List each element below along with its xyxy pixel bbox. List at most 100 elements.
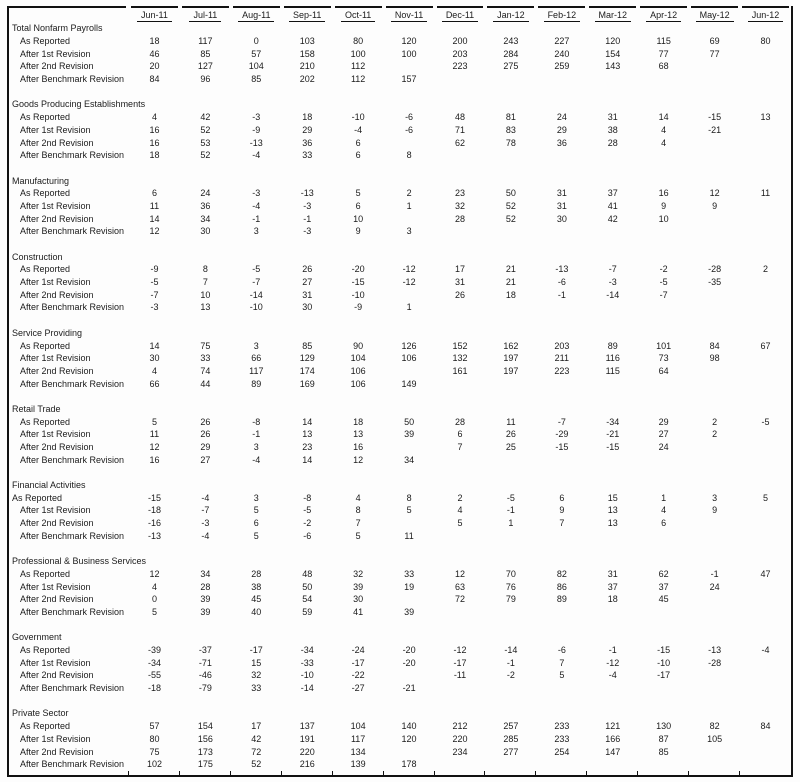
- data-cell: 62: [454, 137, 465, 148]
- data-cell: 23: [302, 442, 313, 453]
- data-cell: 161: [452, 365, 468, 376]
- data-cell: 4: [661, 137, 667, 148]
- data-cell: 106: [350, 378, 366, 389]
- month-header: Aug-11: [232, 6, 280, 22]
- data-cell: 12: [149, 568, 160, 579]
- data-cell: 115: [656, 36, 671, 47]
- data-cell: 5: [253, 530, 259, 541]
- data-cell: -11: [453, 670, 467, 681]
- data-cell: 50: [404, 416, 415, 427]
- data-cell: 100: [401, 48, 417, 59]
- data-cell: -4: [252, 454, 261, 465]
- data-cell: -17: [351, 657, 365, 668]
- bottom-ticks: [9, 771, 791, 775]
- data-cell: 30: [149, 353, 160, 364]
- row-label: After 1st Revision: [20, 277, 91, 288]
- data-cell: 24: [709, 581, 720, 592]
- data-cell: 26: [454, 289, 465, 300]
- section-gap: [9, 85, 791, 98]
- table-row: After 2nd Revision 20 127 104 210 112 223 275 25…: [9, 60, 791, 73]
- data-cell: 120: [605, 36, 621, 47]
- data-cell: 6: [355, 150, 361, 161]
- table-row: After 2nd Revision 0 39 45 54 30 72 79 89 18 45: [9, 593, 791, 606]
- data-cell: -1: [506, 657, 515, 668]
- data-cell: 30: [302, 302, 313, 313]
- data-cell: 3: [712, 492, 718, 503]
- data-cell: 52: [505, 200, 516, 211]
- month-header-text: Dec-11: [441, 10, 479, 22]
- data-cell: 26: [302, 264, 313, 275]
- data-cell: 5: [151, 416, 157, 427]
- data-cell: 1: [508, 518, 514, 529]
- data-cell: 257: [503, 721, 519, 732]
- data-cell: -15: [657, 645, 671, 656]
- data-cell: -34: [300, 645, 314, 656]
- table-row: As Reported 18 117 0 103 80 120 200 243 227 120 115…: [9, 35, 791, 48]
- data-cell: 5: [763, 492, 769, 503]
- row-label: After 1st Revision: [20, 505, 91, 516]
- data-cell: -15: [351, 277, 365, 288]
- data-cell: 75: [200, 340, 211, 351]
- data-cell: -3: [150, 302, 159, 313]
- data-cell: 41: [353, 606, 364, 617]
- data-cell: 9: [661, 200, 667, 211]
- data-cell: -14: [300, 683, 314, 694]
- row-label: After Benchmark Revision: [20, 74, 125, 85]
- table-row: As Reported -9 8 -5 26 -20 -12 17 21 -13 -7 -2 -28 2: [9, 263, 791, 276]
- data-cell: 6: [151, 188, 157, 199]
- data-cell: -21: [402, 683, 416, 694]
- data-cell: -12: [606, 657, 620, 668]
- data-cell: 66: [251, 353, 262, 364]
- data-cell: -10: [657, 657, 671, 668]
- data-cell: 6: [355, 200, 361, 211]
- data-cell: 14: [658, 112, 669, 123]
- month-header: Apr-12: [640, 6, 688, 22]
- data-cell: 96: [200, 74, 211, 85]
- data-cell: 50: [505, 188, 516, 199]
- data-cell: 81: [505, 112, 516, 123]
- data-cell: -33: [300, 657, 314, 668]
- data-cell: 38: [251, 581, 262, 592]
- table-row: After 1st Revision 80 156 42 191 117 120 220 285…: [9, 733, 791, 746]
- row-label: After 1st Revision: [20, 48, 91, 59]
- data-cell: -8: [303, 492, 312, 503]
- data-cell: 29: [658, 416, 669, 427]
- data-cell: 7: [559, 657, 565, 668]
- data-cell: 120: [401, 733, 417, 744]
- data-cell: -6: [557, 277, 566, 288]
- data-cell: 85: [200, 48, 211, 59]
- data-cell: 9: [355, 226, 361, 237]
- table-row: After Benchmark Revision 84 96 85 202 112 157: [9, 73, 791, 86]
- data-cell: 4: [151, 112, 157, 123]
- data-cell: 29: [302, 124, 313, 135]
- data-cell: 6: [661, 518, 667, 529]
- data-cell: -6: [557, 645, 566, 656]
- data-cell: -27: [351, 683, 365, 694]
- row-label: As Reported: [20, 188, 71, 199]
- table-row: After 2nd Revision 16 53 -13 36 6 62 78 36 28 4: [9, 136, 791, 149]
- data-cell: 34: [404, 454, 415, 465]
- data-cell: 31: [454, 277, 465, 288]
- data-cell: 3: [253, 226, 259, 237]
- data-cell: 178: [401, 759, 417, 770]
- data-cell: 14: [149, 340, 160, 351]
- tick-mark: [231, 771, 282, 775]
- data-cell: 105: [707, 733, 723, 744]
- data-cell: 39: [404, 429, 415, 440]
- data-cell: 13: [200, 302, 211, 313]
- data-cell: 78: [505, 137, 516, 148]
- data-cell: 84: [149, 74, 160, 85]
- row-label: As Reported: [20, 416, 71, 427]
- data-cell: 29: [200, 442, 211, 453]
- data-cell: 5: [457, 518, 463, 529]
- data-cell: 211: [554, 353, 570, 364]
- month-header-text: Oct-11: [340, 10, 376, 22]
- data-cell: 48: [302, 568, 313, 579]
- data-cell: 21: [505, 264, 516, 275]
- data-cell: -14: [249, 289, 263, 300]
- row-label: After 1st Revision: [20, 200, 91, 211]
- table-row: After 2nd Revision -55 -46 32 -10 -22 -11 -2 5 -4…: [9, 669, 791, 682]
- data-cell: 12: [709, 188, 720, 199]
- data-cell: -4: [252, 150, 261, 161]
- row-label: After 1st Revision: [20, 657, 91, 668]
